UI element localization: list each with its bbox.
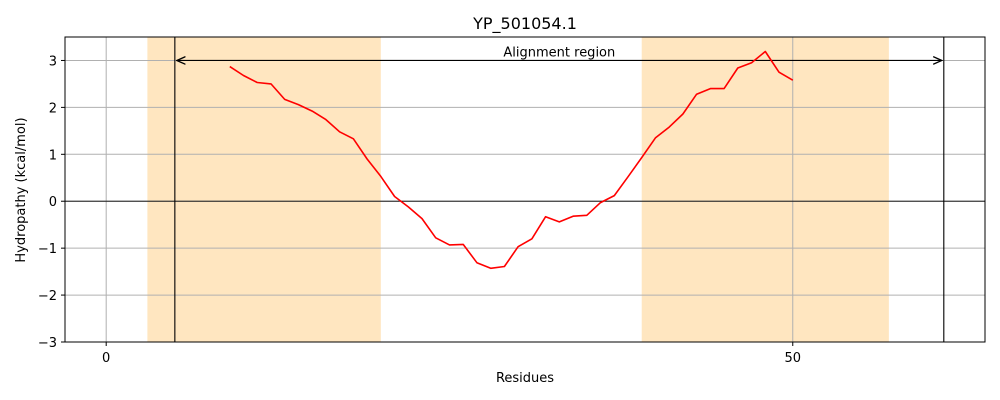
y-tick-label: 3 xyxy=(49,54,57,69)
plot-frame xyxy=(64,36,986,343)
y-tick-label: −2 xyxy=(38,289,57,304)
x-axis-label: Residues xyxy=(496,371,554,386)
chart-title: YP_501054.1 xyxy=(472,14,577,34)
y-tick-label: 1 xyxy=(49,148,57,163)
x-tick-label: 0 xyxy=(102,351,110,366)
y-tick-label: 2 xyxy=(49,101,57,116)
alignment-region-label: Alignment region xyxy=(503,45,615,60)
y-axis-label: Hydropathy (kcal/mol) xyxy=(14,117,29,262)
plot-area: Alignment region 0 50 −3 −2 −1 0 1 2 3 xyxy=(38,36,986,366)
shaded-region-0 xyxy=(147,37,381,342)
y-tick-label: 0 xyxy=(49,195,57,210)
x-tick-label: 50 xyxy=(784,351,801,366)
y-tick-label: −1 xyxy=(38,242,57,257)
y-tick-label: −3 xyxy=(38,336,57,351)
hydropathy-series-line xyxy=(229,50,794,270)
shaded-region-1 xyxy=(641,37,889,342)
